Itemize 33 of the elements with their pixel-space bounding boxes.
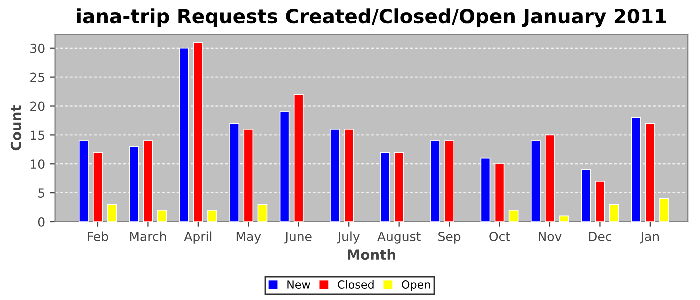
y-tick-label: 10 (31, 160, 45, 170)
y-tick-label: 5 (38, 188, 44, 198)
y-tick-label: 0 (38, 217, 45, 227)
x-tick-label: August (378, 232, 421, 244)
bar (609, 204, 620, 222)
x-tick-label: Dec (589, 232, 612, 242)
bar (208, 210, 218, 222)
x-tick-label: Jan (640, 232, 660, 244)
x-tick-label: Sep (438, 232, 461, 244)
x-tick-label: June (284, 232, 312, 244)
bar (258, 204, 268, 222)
x-tick-label: July (337, 232, 360, 244)
x-tick-label: Feb (88, 232, 108, 242)
bar (107, 204, 117, 222)
y-tick-label: 15 (31, 130, 44, 140)
y-tick-label: 20 (30, 102, 45, 112)
legend-label: New (288, 280, 310, 289)
y-axis-title: Count (10, 105, 22, 151)
legend-label: Open (402, 280, 430, 292)
bar (508, 210, 519, 222)
y-tick-label: 25 (30, 72, 44, 82)
legend-label: Closed (338, 280, 374, 289)
bar (157, 210, 168, 222)
x-tick-label: May (236, 232, 262, 244)
chart-title: iana-trip Requests Created/Closed/Open January 2011 (77, 8, 666, 28)
x-tick-label: April (184, 232, 212, 244)
x-axis-title: Month (348, 249, 396, 260)
y-tick-label: 30 (30, 44, 45, 54)
x-tick-label: Nov (539, 232, 562, 242)
bar (660, 198, 670, 222)
x-tick-label: Oct (490, 232, 510, 242)
x-tick-label: March (130, 232, 166, 242)
bar (559, 216, 569, 222)
